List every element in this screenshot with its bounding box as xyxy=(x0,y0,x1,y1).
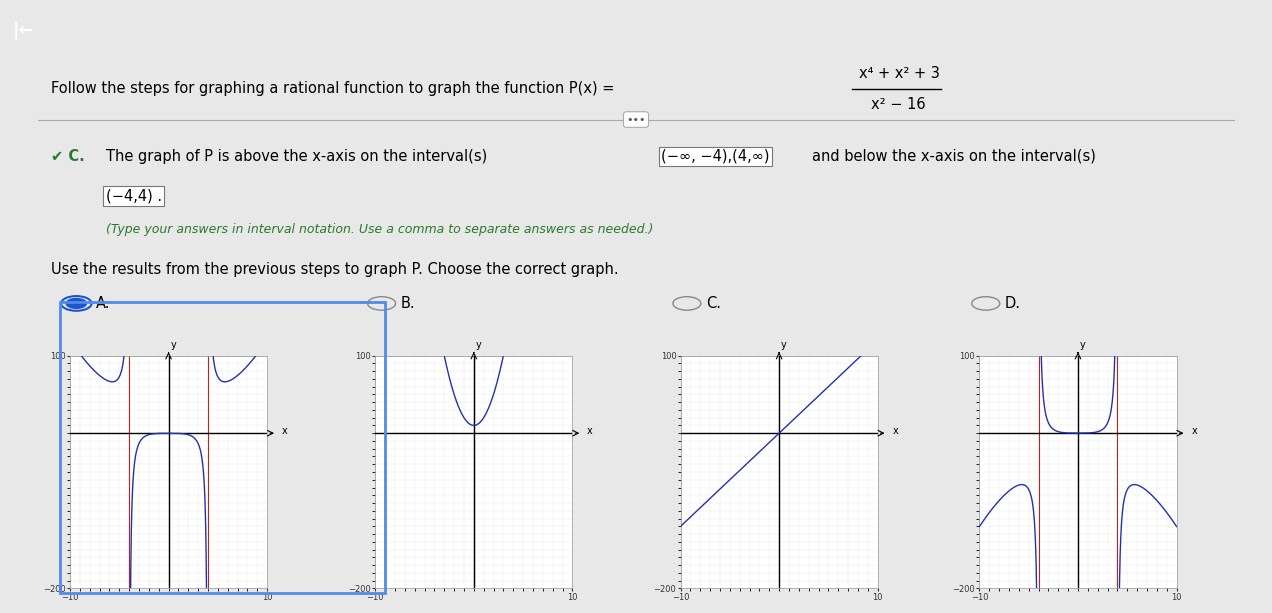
Text: x² − 16: x² − 16 xyxy=(871,97,926,112)
Text: y: y xyxy=(476,340,482,350)
Text: (−∞, −4),(4,∞): (−∞, −4),(4,∞) xyxy=(661,149,770,164)
Text: y: y xyxy=(1080,340,1086,350)
Text: x: x xyxy=(282,426,287,436)
Text: B.: B. xyxy=(401,296,415,311)
Text: |←: |← xyxy=(13,21,34,40)
Text: C.: C. xyxy=(706,296,721,311)
Text: (−4,4) .: (−4,4) . xyxy=(106,189,162,204)
Text: y: y xyxy=(170,340,177,350)
Text: x: x xyxy=(893,426,898,436)
Text: Follow the steps for graphing a rational function to graph the function P(x) =: Follow the steps for graphing a rational… xyxy=(51,82,614,96)
Text: and below the x-axis on the interval(s): and below the x-axis on the interval(s) xyxy=(812,149,1095,164)
Text: x: x xyxy=(588,426,593,436)
Text: (Type your answers in interval notation. Use a comma to separate answers as need: (Type your answers in interval notation.… xyxy=(106,223,653,237)
Text: x⁴ + x² + 3: x⁴ + x² + 3 xyxy=(859,66,940,81)
Text: x: x xyxy=(1192,426,1197,436)
Text: A.: A. xyxy=(95,296,109,311)
Text: ✔ C.: ✔ C. xyxy=(51,149,85,164)
Text: The graph of P is above the x-axis on the interval(s): The graph of P is above the x-axis on th… xyxy=(106,149,487,164)
Text: y: y xyxy=(781,340,787,350)
Text: •••: ••• xyxy=(626,115,646,124)
Text: D.: D. xyxy=(1005,296,1021,311)
Text: Use the results from the previous steps to graph P. Choose the correct graph.: Use the results from the previous steps … xyxy=(51,262,618,277)
